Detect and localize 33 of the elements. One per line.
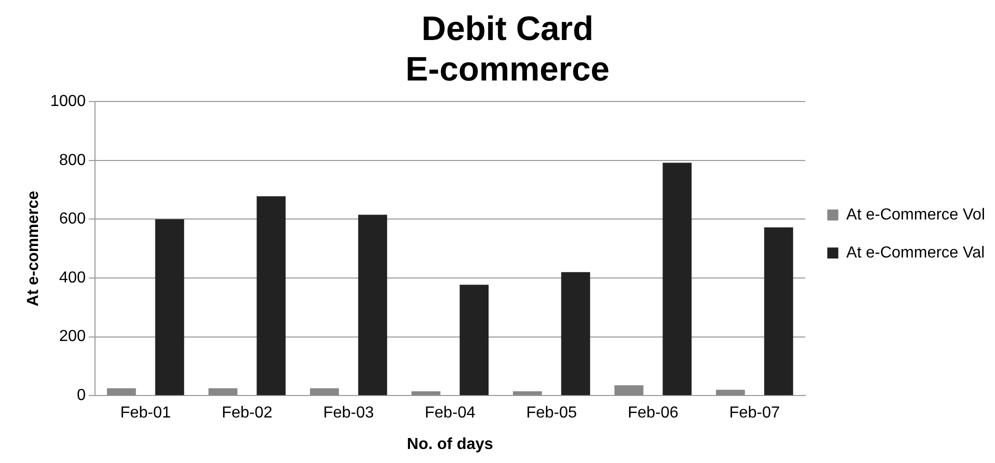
x-tick-label: Feb-05 — [526, 404, 577, 422]
bar — [460, 284, 489, 396]
bar — [662, 162, 692, 396]
y-tick-label: 600 — [59, 210, 86, 228]
bar — [106, 388, 136, 396]
x-axis-title: No. of days — [406, 436, 494, 453]
bar — [155, 219, 184, 396]
x-tick-label: Feb-01 — [120, 404, 171, 422]
y-tick-label: 400 — [59, 269, 86, 286]
bar — [208, 388, 238, 396]
x-tick-label: Feb-03 — [323, 404, 374, 422]
legend-label: At e-Commerce Vol — [846, 206, 986, 224]
y-tick-label: 1000 — [50, 93, 86, 110]
y-tick-label: 0 — [76, 387, 86, 404]
y-tick-label: 800 — [59, 152, 86, 169]
x-tick-label: Feb-06 — [628, 404, 678, 422]
bar — [561, 272, 590, 396]
x-tick-label: Feb-02 — [222, 404, 272, 422]
legend-label: At e-Commerce Val — [846, 244, 985, 262]
bar — [614, 385, 644, 396]
text: Debit Card — [422, 10, 594, 48]
bar — [310, 388, 339, 396]
y-tick-label: 200 — [59, 328, 86, 346]
bar — [411, 391, 440, 396]
y-axis-title: At e-commerce — [25, 190, 42, 306]
bar — [256, 196, 286, 396]
bar — [764, 227, 794, 396]
text: E-commerce — [405, 50, 610, 89]
bar — [512, 391, 542, 396]
x-tick-label: Feb-07 — [729, 404, 780, 422]
bar — [358, 214, 388, 396]
x-tick-label: Feb-04 — [424, 404, 476, 422]
bar — [716, 390, 745, 396]
